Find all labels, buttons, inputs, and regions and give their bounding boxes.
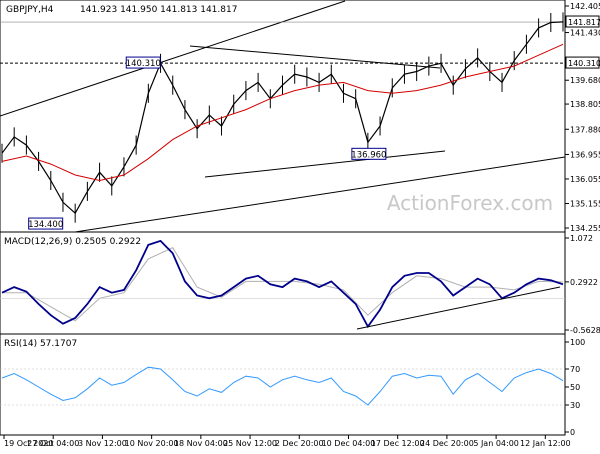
current-price-box xyxy=(565,15,600,28)
price-tick-label: 136.055 xyxy=(570,175,600,184)
macd-tick-label: -0.5628 xyxy=(570,326,600,335)
price-tick-label: 136.955 xyxy=(570,150,600,159)
annotation-label: 140.310 xyxy=(126,59,161,69)
macd-signal-line xyxy=(2,247,564,322)
rsi-title: RSI(14) 57.1707 xyxy=(4,339,77,349)
price-series-line xyxy=(1,21,564,215)
x-tick-label: 18 Nov 04:00 xyxy=(174,439,228,448)
price-tick-label: 139.680 xyxy=(570,76,600,85)
annotation-box xyxy=(28,217,64,230)
annotation-label: 136.960 xyxy=(351,150,386,160)
macd-tick-label: 0.2922 xyxy=(570,278,598,287)
x-tick-label: 24 Dec 20:00 xyxy=(420,439,474,448)
rsi-tick-label: 30 xyxy=(570,401,580,410)
level-label: 140.310 xyxy=(568,59,600,68)
price-layer: 140.310 134.400 136.960 xyxy=(0,0,566,233)
annotation-box xyxy=(351,147,387,160)
price-tick-label: 141.430 xyxy=(570,29,600,38)
current-price-label: 141.817 xyxy=(568,18,600,27)
macd-panel-frame xyxy=(0,231,566,335)
x-tick-label: 3 Nov 12:00 xyxy=(78,439,127,448)
x-tick-label: 5 Jan 04:00 xyxy=(473,439,519,448)
x-tick-label: 27 Oct 04:00 xyxy=(27,439,79,448)
lower-channel-line xyxy=(74,156,566,233)
watermark: ActionForex.com xyxy=(387,191,553,215)
macd-tick-label: 1.072 xyxy=(570,234,593,243)
sma-line xyxy=(1,43,564,182)
macd-trendline xyxy=(356,286,561,330)
x-tick-label: 12 Jan 12:00 xyxy=(520,439,571,448)
symbol-title: GBPJPY,H4 xyxy=(6,5,54,15)
price-annotation: 136.960 xyxy=(351,147,387,160)
price-annotation: 140.310 xyxy=(125,56,161,69)
rsi-tick-label: 70 xyxy=(570,365,580,374)
macd-title: MACD(12,26,9) 0.2505 0.2922 xyxy=(4,237,141,247)
price-tick-label: 138.805 xyxy=(570,100,600,109)
price-tick-label: 135.155 xyxy=(570,199,600,208)
axis-layer: 142.405 141.430 140.310 139.680 138.805 137.8… xyxy=(3,2,600,448)
rsi-panel-frame xyxy=(0,333,566,436)
price-annotation: 134.400 xyxy=(28,217,64,230)
macd-main-line xyxy=(1,239,564,329)
x-tick-label: 10 Nov 20:00 xyxy=(125,439,179,448)
resistance-trendline xyxy=(189,45,441,69)
price-tick-label: 134.255 xyxy=(570,224,600,233)
rsi-tick-label: 0 xyxy=(570,428,575,437)
rsi-layer xyxy=(0,366,565,406)
upper-channel-line xyxy=(0,0,346,117)
rsi-line xyxy=(1,366,564,406)
price-tick-label: 142.405 xyxy=(570,2,600,11)
x-tick-label: 2 Dec 20:00 xyxy=(275,439,324,448)
price-tick-label: 137.880 xyxy=(570,125,600,134)
x-tick-label: 19 Oct 2020 xyxy=(4,439,53,448)
x-tick-label: 25 Nov 12:00 xyxy=(223,439,277,448)
rsi-tick-label: 100 xyxy=(570,338,585,347)
current-price-marker: 141.817 xyxy=(565,15,600,28)
ohlc-readout: 141.923 141.950 141.813 141.817 xyxy=(80,5,237,15)
level-box xyxy=(565,56,600,69)
annotation-label: 134.400 xyxy=(28,220,63,230)
x-tick-label: 17 Dec 12:00 xyxy=(371,439,425,448)
annotation-box xyxy=(125,56,161,69)
level-marker: 140.310 xyxy=(565,56,600,69)
macd-layer xyxy=(0,239,565,330)
x-tick-label: 10 Dec 04:00 xyxy=(322,439,376,448)
rsi-tick-label: 50 xyxy=(570,383,580,392)
support-trendline xyxy=(204,150,446,178)
